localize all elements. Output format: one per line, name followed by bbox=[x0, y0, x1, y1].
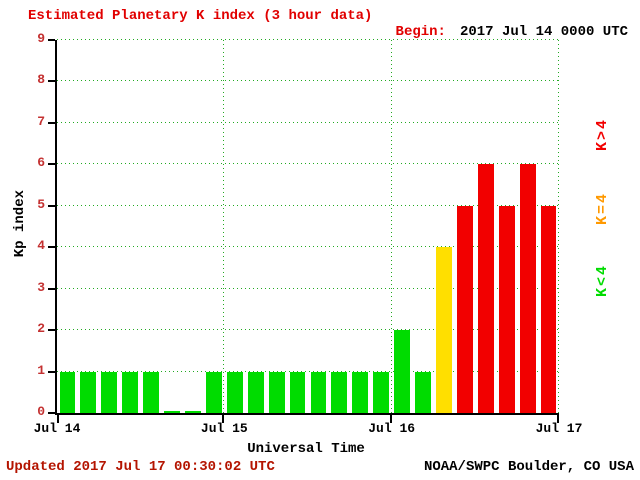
kp-bar bbox=[59, 371, 76, 413]
y-tick-label: 0 bbox=[37, 404, 45, 419]
x-axis-title: Universal Time bbox=[247, 441, 365, 457]
h-gridline bbox=[57, 80, 559, 82]
begin-label: Begin: bbox=[395, 24, 446, 40]
plot-area: 0 1 2 3 4 5 6 7 8 9 Jul 14 Jul 15 Jul 16 Jul 17 bbox=[34, 31, 583, 436]
kp-bar bbox=[122, 371, 139, 413]
y-tick bbox=[48, 39, 55, 41]
y-tick bbox=[48, 204, 55, 207]
kp-bar bbox=[498, 205, 515, 413]
y-tick bbox=[48, 329, 55, 332]
h-gridline bbox=[57, 370, 559, 372]
x-tick-label: Jul 16 bbox=[368, 421, 416, 436]
begin-caption: Begin: 2017 Jul 14 0000 UTC bbox=[362, 8, 628, 56]
chart-title: Estimated Planetary K index (3 hour data… bbox=[28, 8, 373, 24]
x-tick-label: Jul 14 bbox=[33, 421, 81, 436]
y-tick bbox=[48, 287, 55, 290]
kp-bar bbox=[185, 411, 201, 413]
kp-bar bbox=[289, 371, 306, 413]
kp-bar bbox=[415, 371, 431, 413]
y-tick bbox=[48, 121, 55, 124]
kp-bar bbox=[268, 371, 285, 413]
h-gridline bbox=[57, 121, 559, 123]
kp-bar bbox=[80, 371, 97, 413]
legend-k-below-4: K<4 bbox=[594, 264, 611, 298]
kp-bar bbox=[101, 371, 118, 413]
h-gridline bbox=[57, 287, 559, 289]
h-gridline bbox=[57, 246, 559, 248]
y-tick-label: 3 bbox=[37, 279, 45, 295]
v-gridline bbox=[223, 40, 225, 413]
x-tick bbox=[57, 415, 59, 423]
x-tick bbox=[389, 415, 392, 423]
x-tick bbox=[222, 415, 225, 423]
kp-bar bbox=[477, 164, 494, 413]
h-gridline bbox=[57, 329, 559, 331]
y-tick-label: 1 bbox=[37, 362, 45, 378]
legend-k-equal-4: K=4 bbox=[594, 192, 611, 226]
y-tick-label: 8 bbox=[37, 72, 45, 88]
kp-bar bbox=[205, 371, 222, 413]
y-tick-label: 7 bbox=[37, 113, 45, 129]
v-gridline bbox=[390, 40, 392, 413]
x-tick bbox=[557, 415, 559, 423]
kp-bar bbox=[164, 411, 180, 413]
kp-bar bbox=[540, 205, 557, 413]
kp-bar bbox=[436, 247, 452, 413]
kp-bar bbox=[373, 371, 390, 413]
h-gridline bbox=[57, 204, 559, 206]
kp-bar bbox=[331, 371, 348, 413]
y-tick-label: 9 bbox=[37, 31, 45, 46]
y-tick bbox=[48, 80, 55, 83]
updated-timestamp: Updated 2017 Jul 17 00:30:02 UTC bbox=[6, 459, 275, 475]
kp-bar bbox=[143, 371, 160, 413]
y-tick bbox=[48, 370, 55, 373]
y-tick bbox=[48, 412, 55, 414]
kp-bar bbox=[247, 371, 264, 413]
y-tick-label: 6 bbox=[37, 155, 45, 171]
x-tick-label: Jul 15 bbox=[200, 421, 248, 436]
h-gridline bbox=[57, 39, 559, 40]
y-tick-label: 5 bbox=[37, 196, 45, 212]
h-gridline bbox=[57, 163, 559, 165]
begin-value: 2017 Jul 14 0000 UTC bbox=[459, 24, 628, 40]
y-tick bbox=[48, 246, 55, 249]
kp-bar bbox=[456, 205, 473, 413]
y-tick bbox=[48, 163, 55, 166]
y-tick-label: 4 bbox=[37, 238, 45, 254]
kp-bar bbox=[310, 371, 327, 413]
kp-bar bbox=[226, 371, 243, 413]
kp-bar bbox=[519, 164, 536, 413]
x-tick-label: Jul 17 bbox=[535, 421, 583, 436]
kp-bar bbox=[394, 330, 411, 413]
source-credit: NOAA/SWPC Boulder, CO USA bbox=[423, 459, 634, 475]
legend-k-above-4: K>4 bbox=[594, 118, 611, 152]
kp-bar bbox=[352, 371, 369, 413]
v-gridline bbox=[558, 40, 559, 413]
y-tick-label: 2 bbox=[37, 321, 45, 337]
